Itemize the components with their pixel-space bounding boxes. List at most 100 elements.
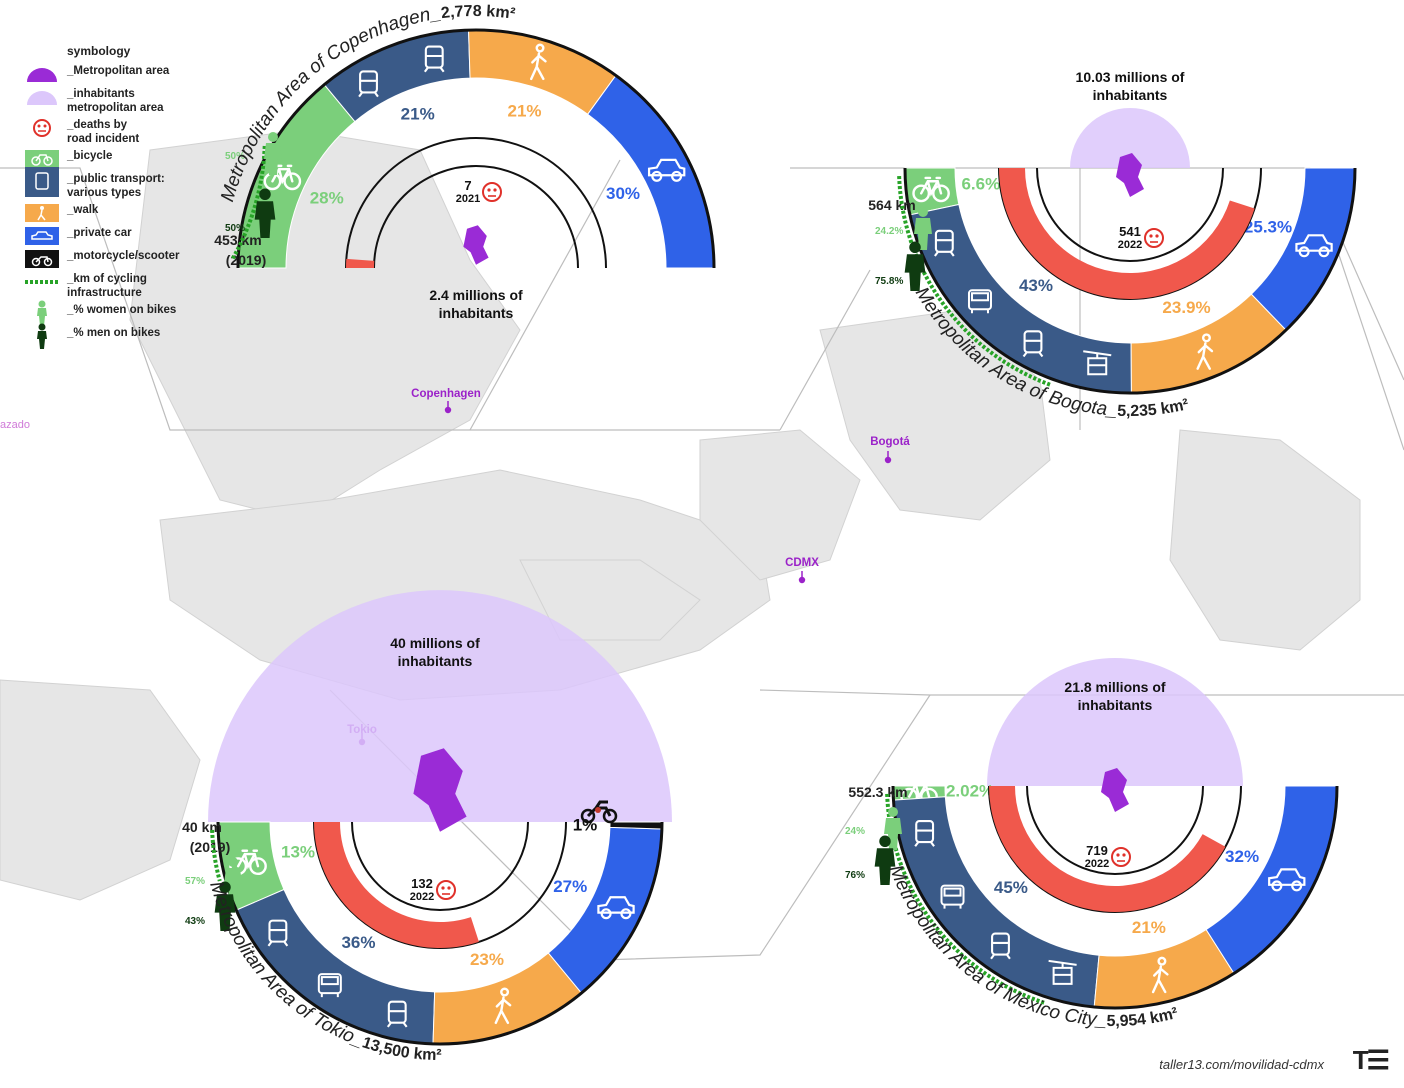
bogota-inhabitants-area — [1070, 108, 1190, 168]
cdmx-label-walk: 21% — [1132, 918, 1166, 937]
copenhagen-label-walk: 21% — [508, 101, 542, 120]
legend-item-moto: _motorcycle/scooter — [24, 249, 214, 269]
tokio-men-pct: 43% — [185, 916, 205, 927]
legend-item-deaths: _deaths by road incident — [24, 118, 214, 146]
landmass-4 — [0, 679, 201, 901]
copenhagen-deaths-icon — [482, 182, 502, 202]
bogota-car-icon — [1295, 234, 1333, 258]
bogota-label-bicycle: 6.6% — [961, 175, 1000, 194]
copenhagen-inhabitants-line2: inhabitants — [439, 305, 514, 321]
tokio-car-icon-wheel1 — [600, 908, 612, 920]
copenhagen-women-icon — [264, 132, 282, 175]
cdmx-men-pct: 76% — [845, 870, 865, 881]
copenhagen-cycling-year: (2019) — [226, 252, 266, 268]
landmass-1 — [129, 129, 521, 521]
legend-item-label: _walk — [67, 204, 99, 216]
bogota-metro-area-shape — [1116, 153, 1144, 197]
walk-legend-icon — [24, 203, 60, 223]
bogota-women-icon-body — [914, 218, 932, 250]
tokio-walk-icon-body — [494, 996, 512, 1025]
frame-line-4 — [329, 689, 931, 961]
bogota-walk-icon — [1196, 333, 1214, 370]
women-legend-icon — [24, 300, 60, 326]
cdmx-train-icon-3-legs — [990, 953, 1011, 960]
bogota-men-icon-head — [909, 241, 921, 254]
cdmx-deaths-icon-outline — [1111, 847, 1131, 867]
tokio-inhabitants-line1: 40 millions of — [390, 635, 480, 651]
stray-map-label: azado — [0, 419, 30, 431]
bogota-car-icon-body — [1295, 234, 1333, 252]
copenhagen-bicycle-icon-frame — [271, 164, 294, 185]
tokio-deaths-icon — [436, 880, 456, 900]
cdmx-inhabitants-line2: inhabitants — [1078, 697, 1153, 713]
tokio-men-icon-head — [219, 881, 231, 894]
cdmx-inhabitants-line1: 21.8 millions of — [1064, 679, 1165, 695]
copenhagen-metro-area-shape — [463, 225, 489, 265]
copenhagen-tram-icon-2-body — [424, 45, 444, 69]
cdmx-bus-icon-2-wheels — [943, 904, 962, 909]
tokio-car-icon-body — [597, 896, 635, 914]
cdmx-bicycle-icon-frame — [907, 780, 931, 800]
copenhagen-car-icon-wheel1 — [651, 170, 663, 182]
bogota-bicycle-icon-frame — [919, 176, 943, 197]
legend-item-public: _public transport: various types — [24, 167, 214, 200]
tokio-train-icon-1-body — [268, 919, 288, 943]
legend-item-label: _deaths by road incident — [67, 119, 140, 145]
copenhagen-car-icon-wheel2 — [671, 170, 683, 182]
tokio-train-icon-3-legs — [386, 1022, 408, 1028]
bogota-inhabitants-line1: 10.03 millions of — [1076, 69, 1185, 85]
bogota-bus-icon-2-body — [967, 289, 992, 311]
tokio-walk-icon-head — [500, 987, 510, 997]
tokio-car-icon-wheel2 — [620, 908, 632, 920]
copenhagen-slice-walk — [468, 29, 617, 115]
cdmx-metro-area-shape — [1101, 768, 1129, 812]
landmass-7 — [1169, 429, 1361, 651]
bogota-train-icon-3-body — [1023, 330, 1043, 354]
bogota-rim — [903, 167, 1357, 395]
cycling-legend-icon — [24, 272, 60, 292]
legend-item-label: _inhabitants metropolitan area — [67, 88, 164, 114]
cdmx-bus-icon-2-window — [943, 887, 962, 897]
legend-item-label: _km of cycling infrastructure — [67, 273, 147, 299]
copenhagen-tram-icon-2 — [423, 45, 445, 73]
cdmx-cable-icon-4-cabin — [1052, 962, 1073, 985]
cdmx-bus-icon-2-body — [940, 884, 965, 906]
copenhagen-walk-icon-head — [535, 43, 545, 53]
tokio-women-pct: 57% — [185, 876, 205, 887]
bogota-train-icon-1-legs — [934, 251, 955, 257]
copenhagen-deaths-icon-eye-l — [487, 188, 491, 192]
cdmx-train-icon-3-body — [991, 932, 1010, 956]
bogota-car-icon-wheel1 — [1298, 246, 1310, 258]
bogota-bicycle-icon-wheel-back — [912, 184, 931, 203]
bogota-label-public-transport: 43% — [1019, 276, 1053, 295]
bogota-women-icon-head — [918, 207, 928, 217]
tokio-label-bicycle: 13% — [281, 842, 315, 861]
copenhagen-deaths-year: 2021 — [456, 193, 480, 205]
legend-item-label: _motorcycle/scooter — [67, 250, 180, 262]
cdmx-deaths-arc — [989, 786, 1226, 912]
tokio-train-icon-3-body — [387, 1000, 407, 1024]
bogota-walk-icon-body — [1196, 342, 1214, 370]
source-url[interactable]: taller13.com/movilidad-cdmx — [1159, 1057, 1324, 1072]
tokio-cycling-arc — [210, 829, 222, 882]
copenhagen-title-area: 2,778 km² — [440, 3, 516, 23]
copenhagen-cycling-arc — [230, 145, 267, 261]
legend-item-metro: _Metropolitan area — [24, 64, 214, 84]
tokio-slice-motorcycle-scooter — [609, 821, 663, 830]
copenhagen-deaths-count: 7 — [464, 178, 471, 193]
tokio-deaths-year: 2022 — [410, 891, 434, 903]
cdmx-label-public-transport: 45% — [994, 878, 1028, 897]
deaths-legend-icon — [24, 118, 60, 138]
bogota-cable-icon-4 — [1083, 350, 1112, 376]
bogota-train-icon-3-legs — [1022, 351, 1044, 358]
copenhagen-deaths-ring-outer — [345, 137, 607, 269]
bogota-men-pct: 75.8% — [875, 276, 903, 287]
cdmx-cable-icon-4 — [1048, 959, 1077, 985]
bogota-deaths-count: 541 — [1119, 224, 1141, 239]
tokio-deaths-icon-eye-r — [447, 886, 451, 890]
tokio-women-icon-body — [224, 868, 242, 900]
cdmx-cycling-km: 552.3 km — [848, 784, 907, 800]
bogota-train-icon-3 — [1022, 330, 1044, 358]
legend-item-men: _% men on bikes — [24, 323, 214, 349]
